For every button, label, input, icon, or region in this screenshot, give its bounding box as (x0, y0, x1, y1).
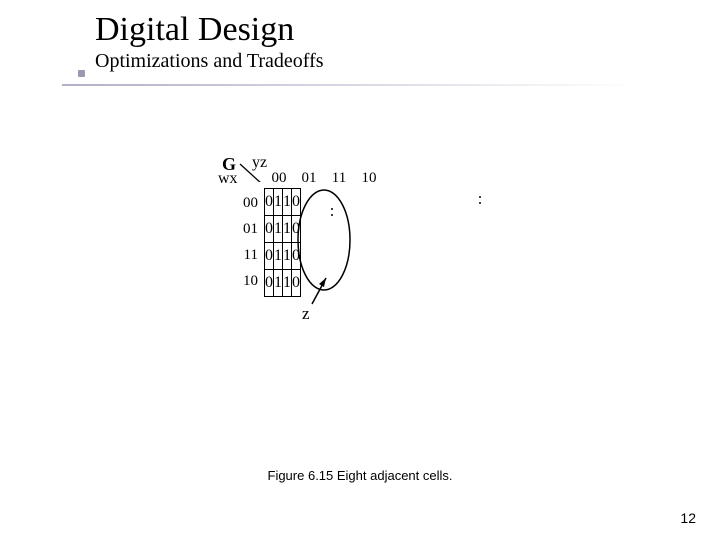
col-header: 11 (324, 170, 354, 187)
kmap-cell: 1 (283, 189, 292, 216)
kmap-cell: 0 (292, 189, 301, 216)
kmap-cell: 0 (265, 189, 274, 216)
kmap-cell: 0 (292, 216, 301, 243)
dot-mark (331, 214, 333, 216)
title-block: Digital Design Optimizations and Tradeof… (95, 12, 324, 73)
kmap-cell: 1 (283, 216, 292, 243)
dot-mark (331, 208, 333, 210)
kmap-cell: 1 (274, 243, 283, 270)
title-bullet (78, 70, 85, 77)
kmap-group-label: z (302, 304, 310, 324)
kmap-table: 0 1 1 0 0 1 1 0 0 1 1 0 0 1 1 0 (264, 188, 301, 297)
kmap-cell: 1 (283, 270, 292, 297)
kmap-cell: 0 (265, 270, 274, 297)
row-header: 01 (238, 216, 258, 242)
kmap-group-arrow (306, 274, 336, 308)
figure-caption: Figure 6.15 Eight adjacent cells. (0, 468, 720, 483)
dot-mark (479, 196, 481, 198)
col-header: 10 (354, 170, 384, 187)
col-header: 00 (264, 170, 294, 187)
kmap-cell: 1 (283, 243, 292, 270)
kmap-cell: 0 (292, 270, 301, 297)
table-row: 0 1 1 0 (265, 270, 301, 297)
slide: Digital Design Optimizations and Tradeof… (0, 0, 720, 540)
row-header: 11 (238, 242, 258, 268)
kmap-cell: 1 (274, 216, 283, 243)
table-row: 0 1 1 0 (265, 243, 301, 270)
kmap-cell: 0 (265, 216, 274, 243)
row-header: 10 (238, 268, 258, 294)
page-title: Digital Design (95, 12, 324, 48)
kmap-cell: 0 (292, 243, 301, 270)
kmap-cell: 1 (274, 189, 283, 216)
row-header: 00 (238, 190, 258, 216)
kmap-col-headers: 00 01 11 10 (264, 170, 384, 187)
kmap-cell: 1 (274, 270, 283, 297)
table-row: 0 1 1 0 (265, 189, 301, 216)
kmap-cell: 0 (265, 243, 274, 270)
page-subtitle: Optimizations and Tradeoffs (95, 50, 324, 73)
table-row: 0 1 1 0 (265, 216, 301, 243)
dot-mark (479, 202, 481, 204)
page-number: 12 (680, 510, 696, 526)
kmap-row-headers: 00 01 11 10 (238, 190, 258, 294)
title-underline (62, 84, 637, 86)
col-header: 01 (294, 170, 324, 187)
kmap-row-var: wx (218, 170, 238, 188)
